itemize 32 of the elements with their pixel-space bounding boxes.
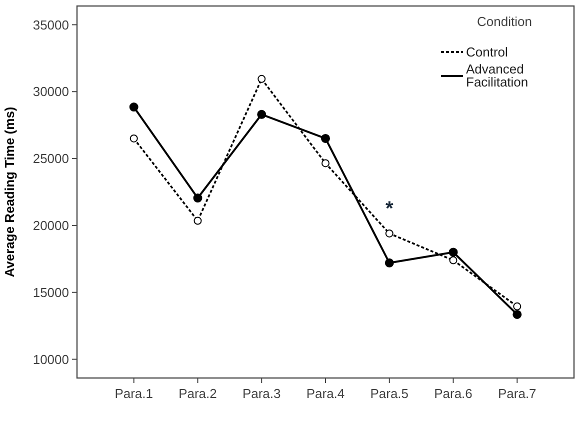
x-tick-label: Para.7 [498,386,536,401]
x-tick-label: Para.5 [370,386,409,401]
point [193,194,202,203]
point [321,134,330,143]
point [513,302,522,310]
y-tick-label: 35000 [32,17,69,32]
point [449,256,458,264]
point [385,229,394,238]
annotation: * [385,198,394,220]
point [129,102,138,112]
point [384,258,394,268]
x-tick-label: Para.4 [306,386,345,401]
y-tick-label: 20000 [32,218,69,234]
point [512,310,522,319]
point [322,159,330,168]
point [194,216,202,225]
legend-title: Condition [477,14,532,29]
x-tick-label: Para.6 [434,386,472,401]
point [130,134,138,142]
point [258,74,266,83]
y-axis-title: Average Reading Time (ms) [2,106,17,278]
point [257,110,266,119]
point [448,248,458,257]
legend-label: Control [466,44,508,60]
y-tick-label: 30000 [32,84,69,100]
legend-label: Advanced Facilitation [466,62,528,90]
y-tick-label: 10000 [32,352,69,367]
y-tick-label: 15000 [32,284,69,300]
x-tick-label: Para.3 [242,386,281,401]
y-tick-label: 25000 [32,151,69,166]
x-tick-label: Para.1 [114,386,154,401]
x-tick-label: Para.2 [178,386,217,401]
